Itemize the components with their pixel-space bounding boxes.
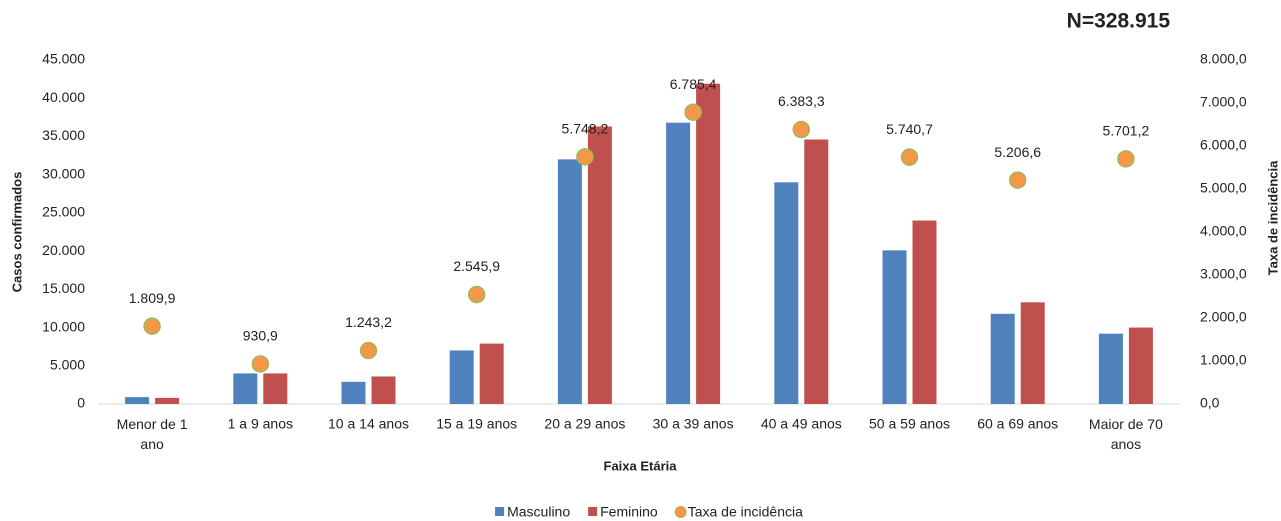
marker (684, 103, 702, 121)
marker (1008, 171, 1027, 189)
data-label: 6.785,4 (670, 76, 717, 92)
legend-label: Masculino (507, 504, 570, 520)
bar (774, 182, 799, 404)
y2-tick-label: 8.000,0 (1200, 51, 1247, 67)
x-axis-title: Faixa Etária (604, 458, 678, 473)
bar (1020, 302, 1045, 404)
legend: Masculino Feminino Taxa de incidência (495, 504, 803, 520)
marker (1117, 150, 1135, 168)
legend-label: Taxa de incidência (688, 504, 803, 520)
bar (371, 376, 396, 404)
legend-swatch (495, 507, 505, 516)
data-label: 5.748,2 (562, 121, 609, 137)
y-tick-label: 10.000 (42, 318, 85, 334)
y-tick-label: 5.000 (50, 356, 85, 372)
data-label: 6.383,3 (778, 93, 825, 109)
x-tick-label: 40 a 49 anos (761, 416, 842, 432)
y2-tick-label: 7.000,0 (1200, 94, 1247, 110)
x-tick-label: 15 a 19 anos (436, 416, 517, 432)
bar (233, 373, 258, 404)
bar (587, 126, 612, 405)
y-tick-label: 35.000 (42, 127, 85, 143)
bar (341, 381, 366, 404)
x-tick-label: 10 a 14 anos (328, 416, 409, 432)
y-tick-label: 40.000 (42, 89, 85, 105)
bar (666, 122, 691, 404)
marker (143, 317, 161, 335)
marker (576, 148, 594, 166)
data-label: 5.740,7 (886, 121, 933, 137)
bar (125, 397, 150, 404)
y-tick-label: 20.000 (42, 242, 85, 258)
data-label: 5.206,6 (994, 144, 1041, 160)
y-tick-label: 30.000 (42, 165, 85, 181)
y2-tick-label: 6.000,0 (1200, 137, 1247, 153)
y-tick-label: 25.000 (42, 204, 85, 220)
chart-title: N=328.915 (1067, 10, 1171, 33)
bar (479, 343, 504, 404)
x-tick-label: Maior de 70 anos (1089, 416, 1163, 452)
y2-tick-label: 2.000,0 (1200, 309, 1247, 325)
data-label: 1.809,9 (129, 290, 176, 306)
y-tick-label: 15.000 (42, 280, 85, 296)
bar (449, 350, 474, 404)
y2-tick-label: 3.000,0 (1200, 266, 1247, 282)
legend-swatch (588, 507, 598, 516)
y2-tick-label: 0,0 (1200, 395, 1220, 411)
bar (990, 313, 1015, 404)
marker (467, 285, 486, 304)
bar (155, 397, 180, 404)
data-label: 2.545,9 (453, 258, 500, 274)
x-tick-label: 50 a 59 anos (869, 416, 950, 432)
marker (251, 355, 270, 373)
y2-axis-title: Taxa de incidência (1265, 160, 1280, 275)
bar (263, 373, 288, 404)
marker (900, 148, 919, 166)
marker (359, 341, 378, 360)
y-tick-label: 45.000 (42, 51, 85, 67)
y-tick-label: 0 (77, 395, 85, 411)
bar (1098, 333, 1123, 404)
y-axis-title: Casos confirmados (9, 172, 24, 293)
bar (696, 83, 721, 404)
bar (557, 159, 582, 404)
y2-tick-label: 5.000,0 (1200, 180, 1247, 196)
bar (804, 139, 829, 404)
y2-tick-label: 1.000,0 (1200, 352, 1247, 368)
marker (792, 120, 811, 139)
x-tick-label: Menor de 1 ano (117, 416, 188, 452)
x-tick-label: 30 a 39 anos (653, 416, 734, 432)
bar (882, 250, 907, 404)
x-tick-label: 1 a 9 anos (228, 416, 293, 432)
data-label: 1.243,2 (345, 314, 392, 330)
legend-swatch (674, 506, 687, 518)
x-tick-label: 20 a 29 anos (544, 416, 625, 432)
bar (1128, 327, 1153, 404)
bar (912, 220, 937, 404)
x-tick-label: 60 a 69 anos (977, 416, 1058, 432)
data-label: 5.701,2 (1103, 123, 1150, 139)
data-label: 930,9 (243, 328, 278, 344)
y2-tick-label: 4.000,0 (1200, 223, 1247, 239)
legend-label: Feminino (600, 504, 658, 520)
